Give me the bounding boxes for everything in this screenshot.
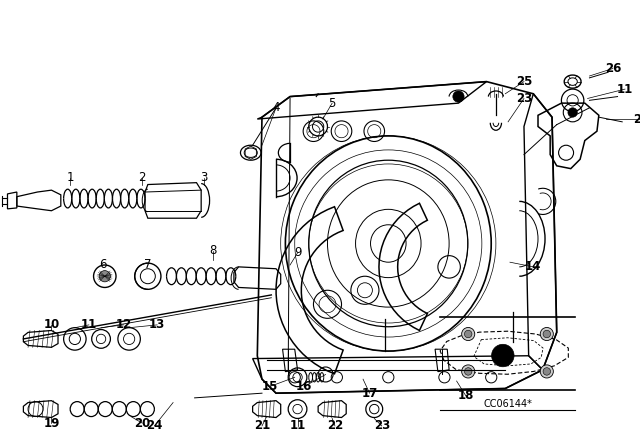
Text: 9: 9 <box>294 246 301 259</box>
Circle shape <box>461 365 475 378</box>
Text: 15: 15 <box>261 380 278 393</box>
Text: 5: 5 <box>328 97 336 110</box>
Text: 2: 2 <box>138 172 146 185</box>
Text: 17: 17 <box>362 387 378 400</box>
Circle shape <box>543 330 550 338</box>
Text: 11: 11 <box>289 419 306 432</box>
Circle shape <box>461 327 475 340</box>
Text: 6: 6 <box>99 258 107 271</box>
Circle shape <box>465 330 472 338</box>
Circle shape <box>540 365 554 378</box>
Circle shape <box>543 368 550 375</box>
Circle shape <box>99 271 111 282</box>
Text: CC06144*: CC06144* <box>483 399 532 409</box>
Text: 4: 4 <box>272 101 280 114</box>
Text: 25: 25 <box>516 75 532 88</box>
Text: 16: 16 <box>296 380 312 393</box>
Text: 11: 11 <box>617 82 633 95</box>
Text: 8: 8 <box>210 245 217 258</box>
Text: 7: 7 <box>144 258 152 271</box>
Text: 10: 10 <box>44 319 60 332</box>
Text: 1: 1 <box>67 172 74 185</box>
Text: 18: 18 <box>458 389 474 402</box>
Circle shape <box>453 91 464 102</box>
Text: 12: 12 <box>115 319 132 332</box>
Circle shape <box>492 345 514 367</box>
Text: 23: 23 <box>374 419 390 432</box>
Text: 3: 3 <box>200 172 207 185</box>
Text: 23: 23 <box>516 92 532 105</box>
Text: 13: 13 <box>149 319 165 332</box>
Circle shape <box>540 327 554 340</box>
Text: 27: 27 <box>633 112 640 125</box>
Circle shape <box>568 108 577 117</box>
Circle shape <box>465 368 472 375</box>
Text: 21: 21 <box>254 419 270 432</box>
Text: 22: 22 <box>327 419 343 432</box>
Text: 11: 11 <box>81 319 97 332</box>
Text: 20: 20 <box>134 417 150 430</box>
Text: 26: 26 <box>605 62 621 75</box>
Text: 19: 19 <box>44 417 60 430</box>
Text: 24: 24 <box>146 419 163 432</box>
Text: 14: 14 <box>525 260 541 273</box>
